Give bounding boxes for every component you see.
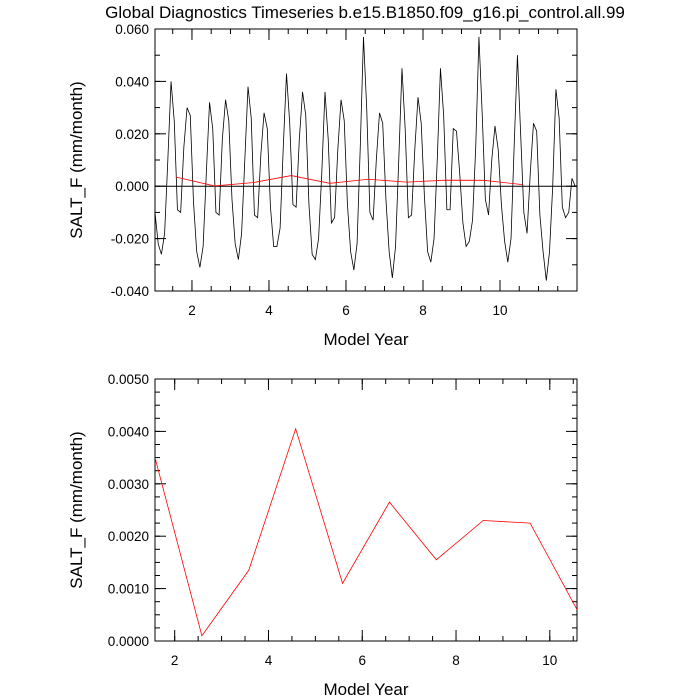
y-axis-label: SALT_F (mm/month) xyxy=(67,81,86,238)
y-tick-label: 0.0020 xyxy=(108,529,149,544)
x-axis-label: Model Year xyxy=(323,680,408,699)
y-tick-label: -0.020 xyxy=(111,232,149,247)
x-tick-label: 2 xyxy=(171,653,179,668)
x-tick-label: 10 xyxy=(492,303,507,318)
x-tick-label: 10 xyxy=(542,653,557,668)
y-tick-label: 0.0040 xyxy=(108,424,149,439)
annual-mean-line xyxy=(175,175,523,187)
annual-mean-line xyxy=(155,427,577,637)
y-tick-label: 0.0050 xyxy=(108,372,149,387)
x-tick-label: 4 xyxy=(265,653,273,668)
y-tick-label: 0.060 xyxy=(115,22,149,37)
x-tick-label: 8 xyxy=(452,653,460,668)
y-tick-label: 0.000 xyxy=(115,179,149,194)
monthly-line xyxy=(155,36,576,281)
x-tick-label: 6 xyxy=(358,653,366,668)
y-tick-label: 0.0000 xyxy=(108,634,149,649)
x-tick-label: 4 xyxy=(265,303,273,318)
plot-frame xyxy=(154,378,578,642)
y-tick-label: 0.040 xyxy=(115,74,149,89)
y-tick-label: 0.0010 xyxy=(108,582,149,597)
x-axis-label: Model Year xyxy=(323,330,408,349)
y-tick-label: -0.040 xyxy=(111,284,149,299)
figure-title: Global Diagnostics Timeseries b.e15.B185… xyxy=(105,3,625,22)
y-axis-label: SALT_F (mm/month) xyxy=(67,431,86,588)
annual-mean-plot: 2 4 6 8 10 0.0000 0.0010 0.0020 0.0030 0.0040 0.00… xyxy=(67,372,578,699)
x-tick-label: 6 xyxy=(342,303,350,318)
monthly-timeseries-plot: 2 4 6 8 10 -0.040 -0.020 0.000 0.020 0.040 0.060 Mo… xyxy=(67,22,578,349)
x-tick-label: 2 xyxy=(188,303,196,318)
y-tick-label: 0.020 xyxy=(115,127,149,142)
y-tick-label: 0.0030 xyxy=(108,477,149,492)
x-tick-label: 8 xyxy=(419,303,427,318)
